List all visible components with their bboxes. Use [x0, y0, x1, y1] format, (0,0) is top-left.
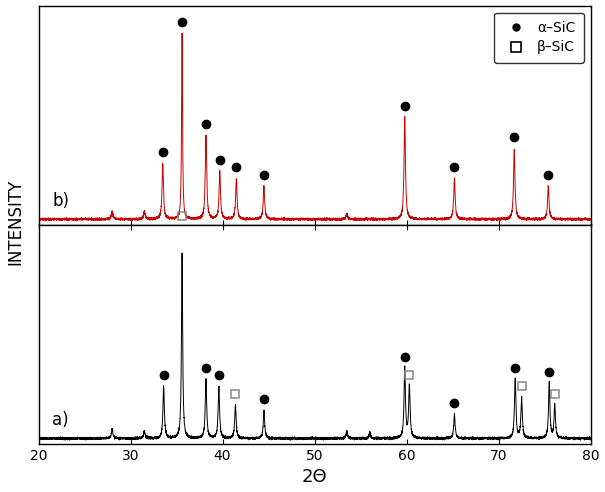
Text: a): a): [52, 411, 69, 429]
Text: INTENSITY: INTENSITY: [6, 178, 24, 265]
X-axis label: 2Θ: 2Θ: [302, 468, 327, 487]
Text: b): b): [52, 192, 70, 210]
Legend: α–SiC, β–SiC: α–SiC, β–SiC: [494, 12, 584, 62]
